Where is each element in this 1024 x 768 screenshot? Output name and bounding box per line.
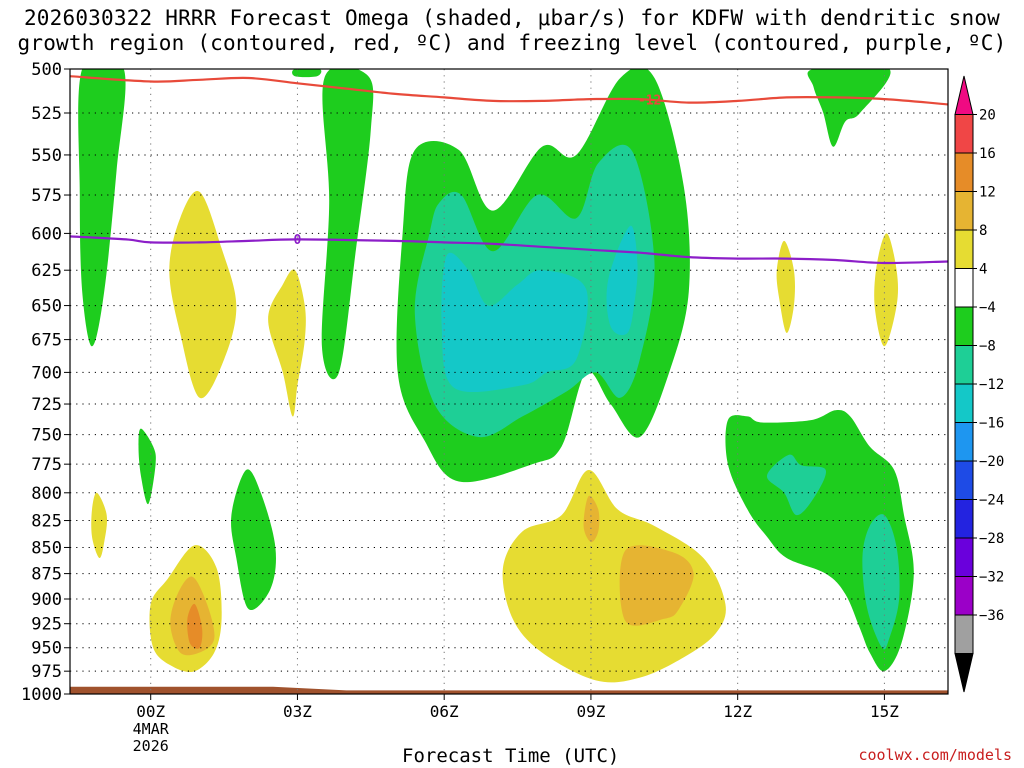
colorbar-label: 20 bbox=[979, 108, 996, 124]
y-tick-label: 775 bbox=[31, 455, 62, 475]
omega-region-yellow bbox=[776, 240, 795, 333]
chart-title: 2026030322 HRRR Forecast Omega (shaded, … bbox=[0, 6, 1024, 56]
y-tick-label: 725 bbox=[31, 395, 62, 415]
colorbar-label: −20 bbox=[979, 454, 1004, 470]
x-tick-label: 00Z bbox=[136, 702, 165, 721]
colorbar: 20 16 12 8 4 −4 −8 −12 −16 −20 −24 −28 −32 −36 bbox=[954, 75, 1004, 693]
colorbar-label: −24 bbox=[979, 493, 1004, 509]
omega-region-gold bbox=[583, 495, 600, 543]
colorbar-label: 8 bbox=[979, 223, 987, 239]
x-tick-label: 15Z bbox=[870, 702, 899, 721]
omega-region-orange bbox=[187, 603, 203, 649]
x-tick-label: 06Z bbox=[430, 702, 459, 721]
colorbar-label: 12 bbox=[979, 185, 996, 201]
omega-shaded-regions bbox=[78, 69, 914, 683]
omega-region-green bbox=[321, 69, 374, 380]
freezing-contour-label: 0 bbox=[294, 233, 302, 248]
omega-region-yellow bbox=[91, 492, 108, 559]
y-tick-label: 700 bbox=[31, 363, 62, 383]
colorbar-swatch bbox=[954, 422, 974, 462]
colorbar-label: −4 bbox=[979, 300, 996, 316]
colorbar-label: 16 bbox=[979, 146, 996, 162]
dgz-contour-line bbox=[70, 75, 948, 106]
colorbar-swatch bbox=[954, 614, 974, 654]
colorbar-swatch bbox=[954, 152, 974, 192]
colorbar-swatch bbox=[954, 306, 974, 346]
omega-region-teal bbox=[862, 514, 900, 650]
colorbar-swatch bbox=[954, 345, 974, 385]
omega-region-teal bbox=[766, 454, 827, 516]
colorbar-label: −28 bbox=[979, 531, 1004, 547]
y-tick-label: 850 bbox=[31, 538, 62, 558]
omega-region-green bbox=[292, 69, 322, 78]
x-year-label: 2026 bbox=[133, 737, 169, 755]
colorbar-label: −16 bbox=[979, 416, 1004, 432]
colorbar-swatch bbox=[954, 460, 974, 500]
title-line-2: growth region (contoured, red, ºC) and f… bbox=[17, 31, 1007, 55]
x-tick-label: 09Z bbox=[576, 702, 605, 721]
dgz-contour-label: -12 bbox=[638, 93, 661, 108]
title-line-1: 2026030322 HRRR Forecast Omega (shaded, … bbox=[23, 6, 1001, 30]
plot-frame bbox=[69, 68, 949, 695]
omega-region-green bbox=[231, 469, 276, 611]
y-tick-label: 900 bbox=[31, 590, 62, 610]
colorbar-swatch bbox=[954, 576, 974, 616]
colorbar-label: −12 bbox=[979, 377, 1004, 393]
y-tick-label: 650 bbox=[31, 297, 62, 317]
colorbar-label: 4 bbox=[979, 262, 987, 278]
colorbar-swatch bbox=[954, 114, 974, 154]
colorbar-label: −36 bbox=[979, 608, 1004, 624]
y-tick-label: 1000 bbox=[21, 685, 62, 705]
omega-region-green bbox=[807, 69, 891, 147]
omega-region-yellow bbox=[268, 269, 306, 417]
omega-region-green bbox=[78, 69, 126, 347]
colorbar-swatch bbox=[954, 499, 974, 539]
colorbar-swatch bbox=[954, 537, 974, 577]
omega-region-yellow bbox=[502, 469, 726, 683]
y-tick-label: 800 bbox=[31, 484, 62, 504]
terrain-fill bbox=[70, 686, 948, 694]
watermark-text: coolwx.com/models bbox=[858, 746, 1012, 764]
y-axis: 500 525 550 575 600 625 650 675 700 725 750 775 800 8… bbox=[21, 60, 70, 705]
y-tick-label: 625 bbox=[31, 261, 62, 281]
y-tick-label: 875 bbox=[31, 565, 62, 585]
x-axis-label: Forecast Time (UTC) bbox=[402, 745, 620, 767]
colorbar-arrow-low bbox=[954, 653, 974, 693]
y-tick-label: 575 bbox=[31, 186, 62, 206]
omega-region-gold bbox=[619, 545, 694, 626]
x-tick-label: 03Z bbox=[283, 702, 312, 721]
omega-region-cyan bbox=[441, 252, 588, 393]
terrain-strip bbox=[70, 686, 948, 694]
y-tick-label: 525 bbox=[31, 104, 62, 124]
y-tick-label: 925 bbox=[31, 615, 62, 635]
x-tick-label: 12Z bbox=[723, 702, 752, 721]
omega-region-yellow bbox=[874, 233, 899, 347]
x-date-label: 4MAR bbox=[133, 720, 170, 738]
y-tick-label: 675 bbox=[31, 331, 62, 351]
y-tick-label: 825 bbox=[31, 512, 62, 532]
y-tick-label: 600 bbox=[31, 224, 62, 244]
y-tick-label: 950 bbox=[31, 639, 62, 659]
colorbar-arrow-high bbox=[954, 75, 974, 115]
gridlines bbox=[70, 69, 948, 694]
colorbar-swatch bbox=[954, 268, 974, 308]
y-tick-label: 975 bbox=[31, 662, 62, 682]
temperature-contours: -12 0 bbox=[70, 75, 948, 265]
y-tick-label: 750 bbox=[31, 426, 62, 446]
colorbar-swatch bbox=[954, 229, 974, 269]
omega-region-green bbox=[138, 428, 156, 505]
colorbar-label: −32 bbox=[979, 570, 1004, 586]
omega-region-yellow bbox=[169, 191, 237, 399]
colorbar-swatch bbox=[954, 383, 974, 423]
y-tick-label: 550 bbox=[31, 146, 62, 166]
colorbar-swatch bbox=[954, 191, 974, 231]
freezing-contour-line bbox=[70, 235, 948, 265]
colorbar-label: −8 bbox=[979, 339, 996, 355]
y-tick-label: 500 bbox=[31, 60, 62, 80]
